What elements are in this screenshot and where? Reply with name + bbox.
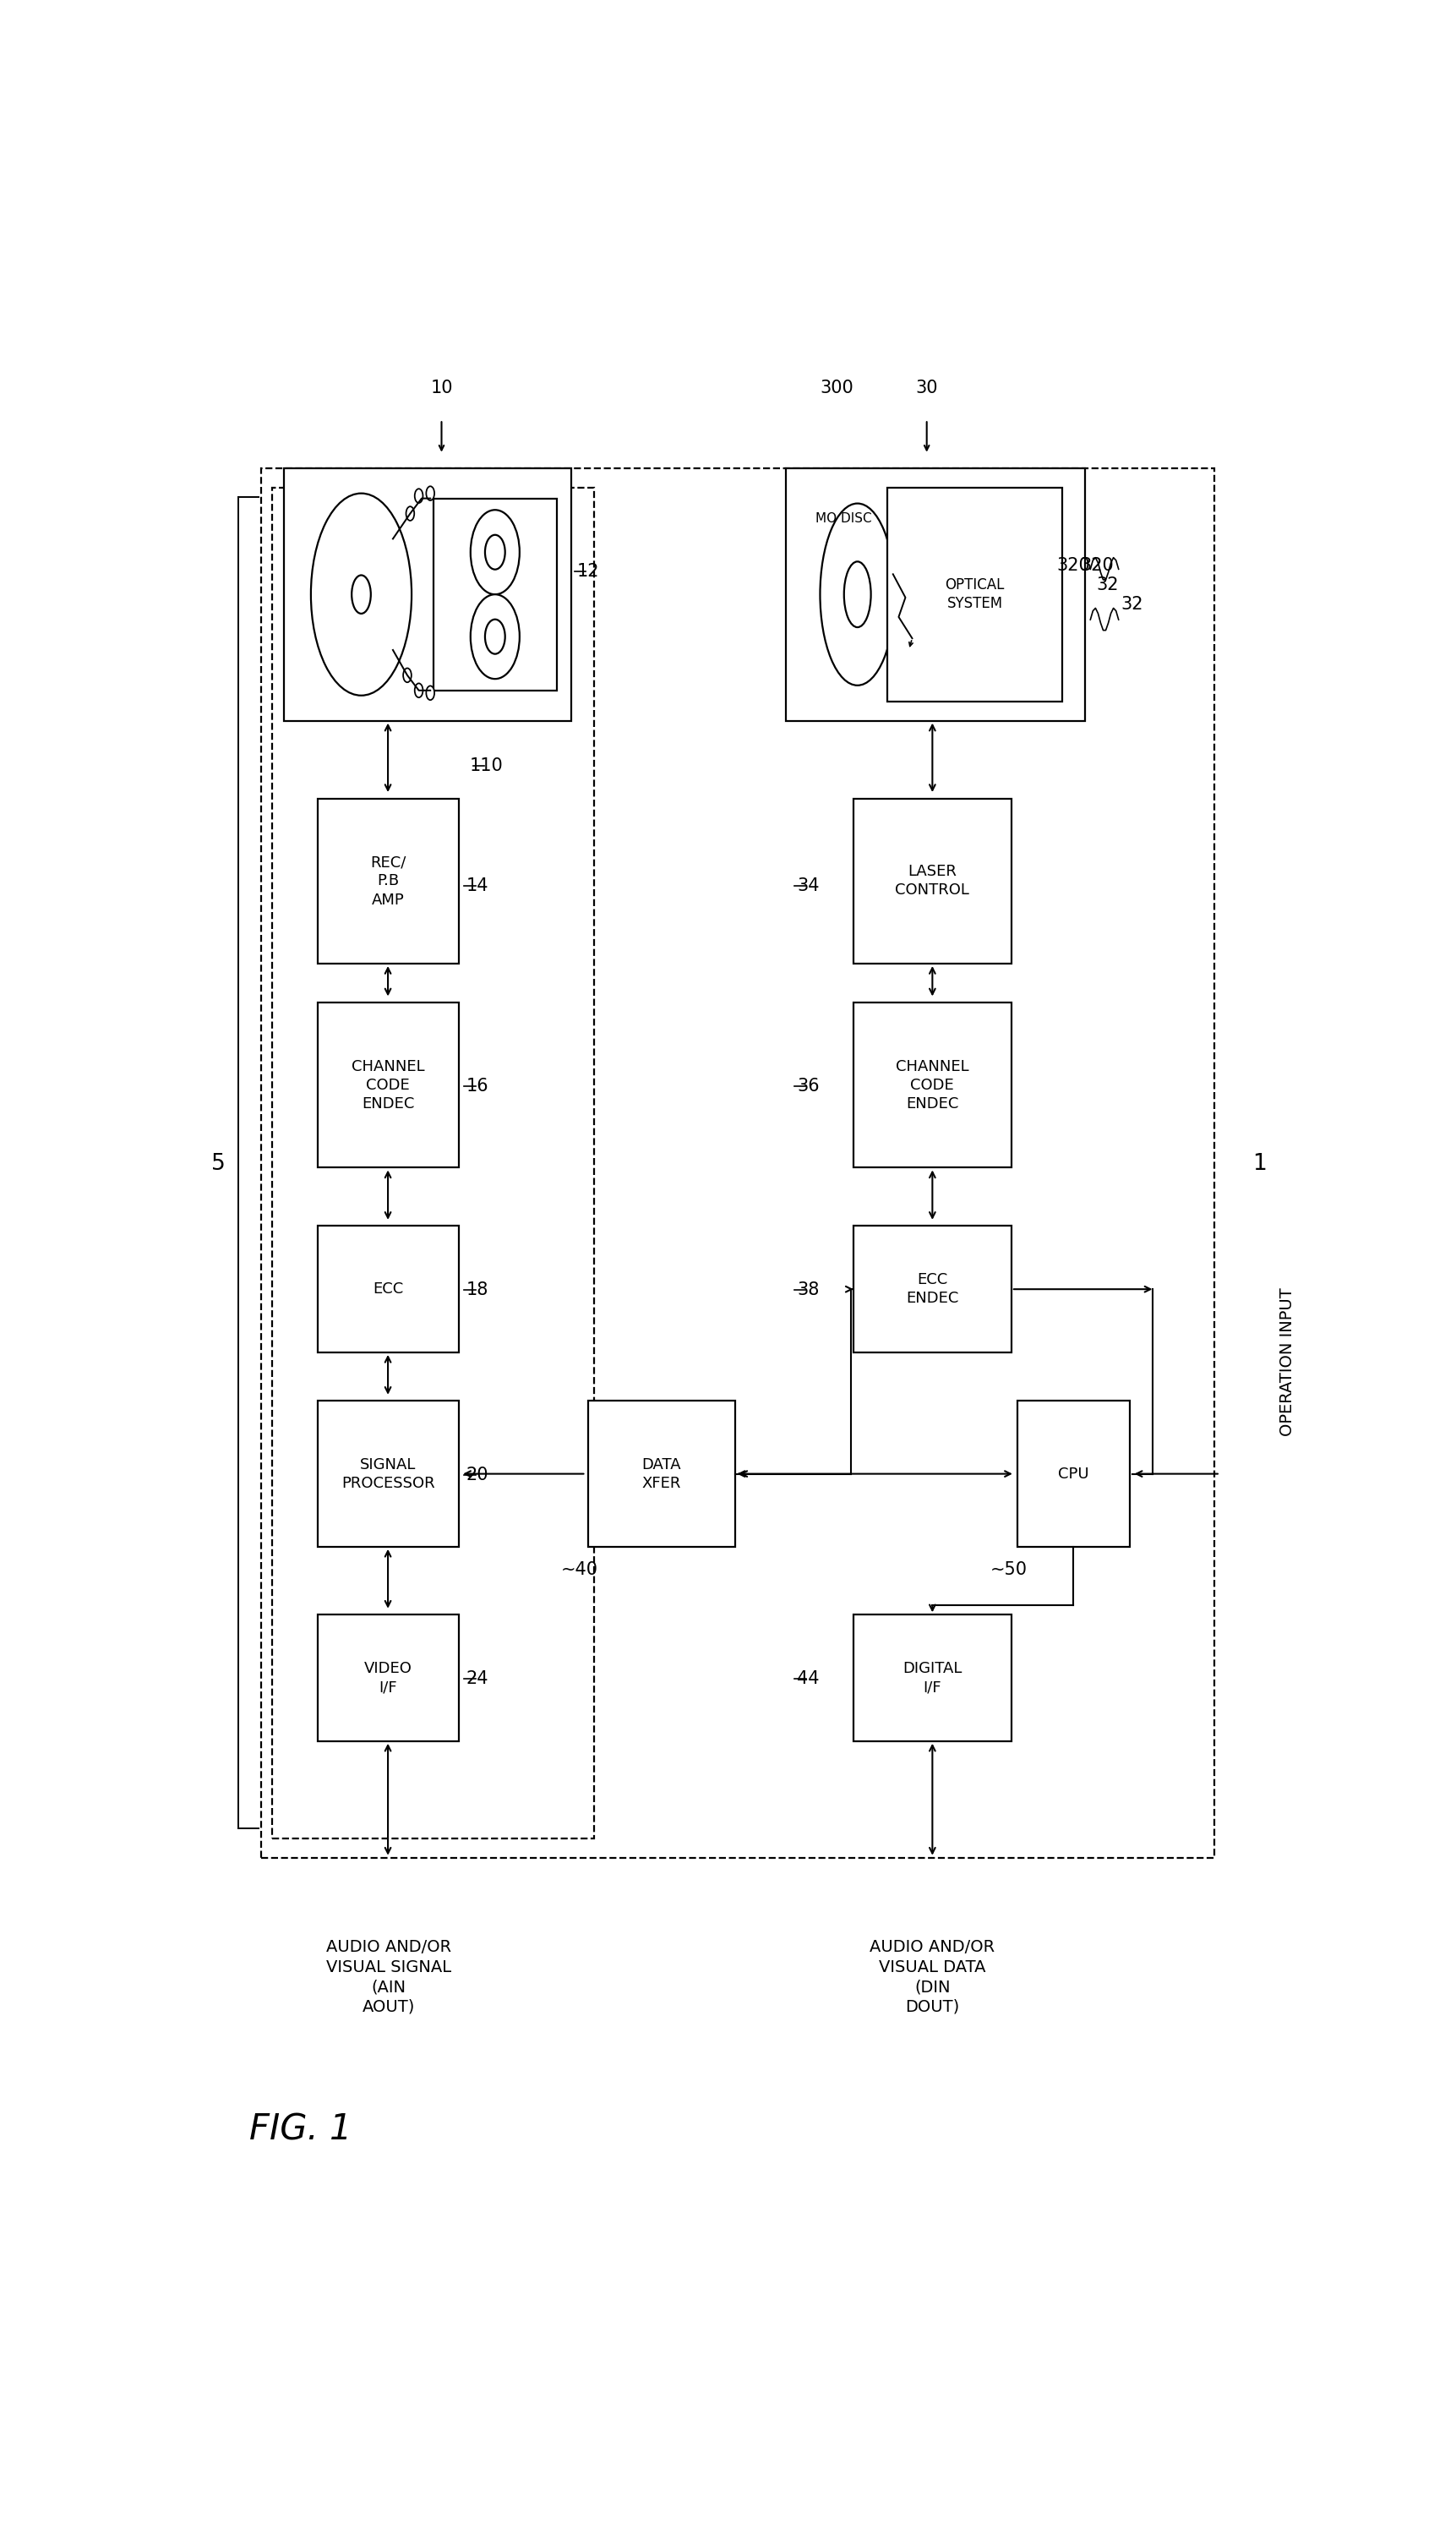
Bar (853, 1227, 1012, 1353)
Text: AUDIO AND/OR
VISUAL DATA
(DIN
DOUT): AUDIO AND/OR VISUAL DATA (DIN DOUT) (869, 1938, 994, 2014)
Text: ~40: ~40 (561, 1562, 598, 1578)
Bar (786, 467, 1085, 722)
Bar (317, 798, 459, 964)
Text: 24: 24 (466, 1671, 489, 1689)
Text: REC/
P.B
AMP: REC/ P.B AMP (370, 856, 406, 909)
Text: 10: 10 (431, 381, 453, 396)
Text: 110: 110 (470, 757, 504, 775)
Bar (853, 1002, 1012, 1169)
Bar (317, 1002, 459, 1169)
Ellipse shape (820, 502, 895, 687)
Text: SIGNAL
PROCESSOR: SIGNAL PROCESSOR (341, 1456, 435, 1492)
Circle shape (403, 669, 412, 681)
Text: CHANNEL
CODE
ENDEC: CHANNEL CODE ENDEC (351, 1058, 425, 1111)
Text: 20: 20 (466, 1466, 489, 1484)
Text: 16: 16 (466, 1078, 489, 1095)
Bar (1016, 1401, 1130, 1547)
Text: 18: 18 (466, 1282, 489, 1300)
Circle shape (406, 507, 415, 520)
Text: OPTICAL
SYSTEM: OPTICAL SYSTEM (945, 578, 1005, 611)
Text: OPERATION INPUT: OPERATION INPUT (1280, 1287, 1296, 1436)
Text: 320: 320 (1057, 558, 1091, 573)
Ellipse shape (352, 575, 371, 613)
Bar (853, 798, 1012, 964)
Text: DIGITAL
I/F: DIGITAL I/F (903, 1661, 962, 1696)
Text: 14: 14 (466, 878, 489, 893)
Text: DATA
XFER: DATA XFER (642, 1456, 681, 1492)
Text: 30: 30 (916, 381, 938, 396)
Text: 300: 300 (820, 381, 853, 396)
Bar (317, 1401, 459, 1547)
Circle shape (415, 490, 422, 502)
Bar (317, 1615, 459, 1742)
Text: VIDEO
I/F: VIDEO I/F (364, 1661, 412, 1696)
Text: 38: 38 (796, 1282, 820, 1300)
Text: 1: 1 (1252, 1153, 1267, 1174)
Ellipse shape (485, 535, 505, 570)
Text: FIG. 1: FIG. 1 (250, 2113, 352, 2148)
Ellipse shape (470, 510, 520, 596)
Text: 36: 36 (796, 1078, 820, 1095)
Text: 5: 5 (211, 1153, 226, 1174)
Text: 32: 32 (1096, 575, 1118, 593)
Text: ECC: ECC (373, 1282, 403, 1297)
Ellipse shape (470, 596, 520, 679)
Text: 12: 12 (577, 563, 600, 581)
Text: AUDIO AND/OR
VISUAL SIGNAL
(AIN
AOUT): AUDIO AND/OR VISUAL SIGNAL (AIN AOUT) (326, 1938, 451, 2014)
Text: 320: 320 (1080, 558, 1114, 573)
Text: LASER
CONTROL: LASER CONTROL (895, 863, 970, 899)
Bar (887, 487, 1063, 702)
Ellipse shape (485, 618, 505, 654)
Text: 34: 34 (796, 878, 820, 893)
Bar (853, 1615, 1012, 1742)
Bar (261, 467, 1214, 1858)
Circle shape (427, 487, 434, 500)
Text: MO DISC: MO DISC (815, 512, 872, 525)
Ellipse shape (844, 560, 871, 628)
Text: ~50: ~50 (990, 1562, 1028, 1578)
Circle shape (427, 687, 434, 699)
Circle shape (415, 684, 422, 697)
Bar (284, 467, 571, 722)
Text: CHANNEL
CODE
ENDEC: CHANNEL CODE ENDEC (895, 1058, 970, 1111)
Text: 32: 32 (1121, 596, 1143, 613)
Bar (317, 1227, 459, 1353)
Bar (588, 1401, 735, 1547)
Bar (272, 487, 594, 1837)
Text: 44: 44 (796, 1671, 820, 1689)
Bar (434, 497, 556, 692)
Text: CPU: CPU (1059, 1466, 1089, 1482)
Text: ECC
ENDEC: ECC ENDEC (906, 1272, 958, 1307)
Ellipse shape (312, 492, 412, 697)
